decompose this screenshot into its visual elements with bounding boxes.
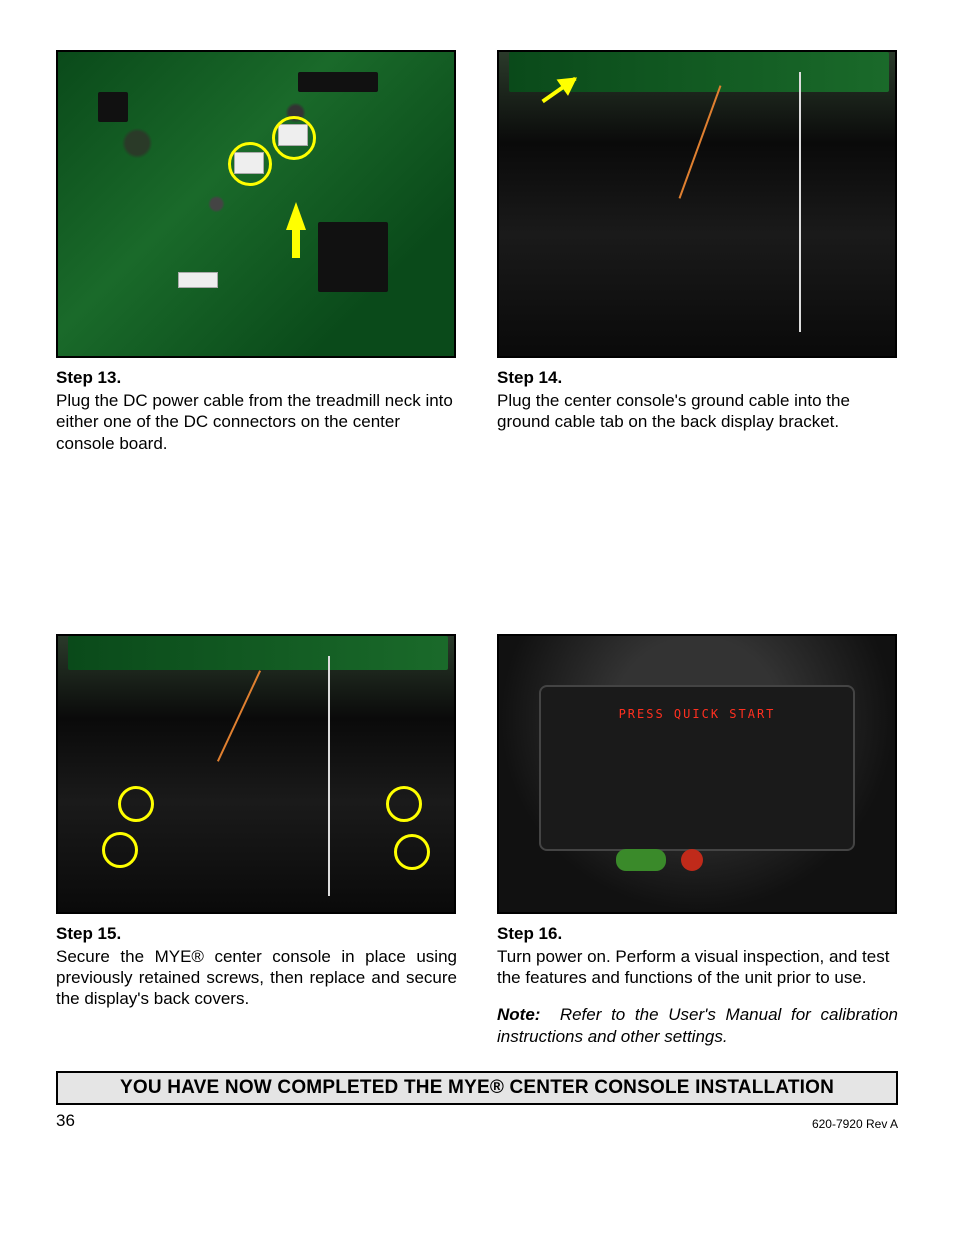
figure-step-15 <box>56 634 456 914</box>
annotation-circle-icon <box>102 832 138 868</box>
step-13-title: Step 13. <box>56 368 457 388</box>
row-steps-15-16: Step 15. Secure the MYE® center console … <box>56 634 898 1047</box>
note-label: Note: <box>497 1005 540 1024</box>
step-15-body: Secure the MYE® center console in place … <box>56 946 457 1010</box>
annotation-circle-icon <box>386 786 422 822</box>
annotation-circle-icon <box>394 834 430 870</box>
completion-bar: YOU HAVE NOW COMPLETED THE MYE® CENTER C… <box>56 1071 898 1105</box>
step-14-body: Plug the center console's ground cable i… <box>497 390 898 433</box>
figure-step-16-bg: PRESS QUICK START <box>499 636 895 912</box>
col-step-15: Step 15. Secure the MYE® center console … <box>56 634 457 1047</box>
annotation-arrow-icon <box>286 202 306 230</box>
annotation-circle-icon <box>118 786 154 822</box>
step-15-title: Step 15. <box>56 924 457 944</box>
col-step-14: Step 14. Plug the center console's groun… <box>497 50 898 454</box>
console-display-text: PRESS QUICK START <box>541 707 854 721</box>
step-16-title: Step 16. <box>497 924 898 944</box>
page-footer: 36 620-7920 Rev A <box>56 1111 898 1131</box>
figure-step-14 <box>497 50 897 358</box>
row-steps-13-14: Step 13. Plug the DC power cable from th… <box>56 50 898 454</box>
figure-step-16: PRESS QUICK START <box>497 634 897 914</box>
figure-step-13 <box>56 50 456 358</box>
col-step-13: Step 13. Plug the DC power cable from th… <box>56 50 457 454</box>
doc-reference: 620-7920 Rev A <box>812 1117 898 1131</box>
col-step-16: PRESS QUICK START Step 16. Turn power on… <box>497 634 898 1047</box>
annotation-circle-icon <box>228 142 272 186</box>
step-13-body: Plug the DC power cable from the treadmi… <box>56 390 457 454</box>
figure-step-14-bg <box>499 52 895 356</box>
row-spacer <box>56 454 898 634</box>
page-number: 36 <box>56 1111 75 1131</box>
annotation-circle-icon <box>272 116 316 160</box>
step-14-title: Step 14. <box>497 368 898 388</box>
figure-step-15-bg <box>58 636 454 912</box>
figure-step-13-bg <box>58 52 454 356</box>
step-16-body: Turn power on. Perform a visual inspecti… <box>497 946 898 989</box>
note-block: Note: Refer to the User's Manual for cal… <box>497 1004 898 1047</box>
